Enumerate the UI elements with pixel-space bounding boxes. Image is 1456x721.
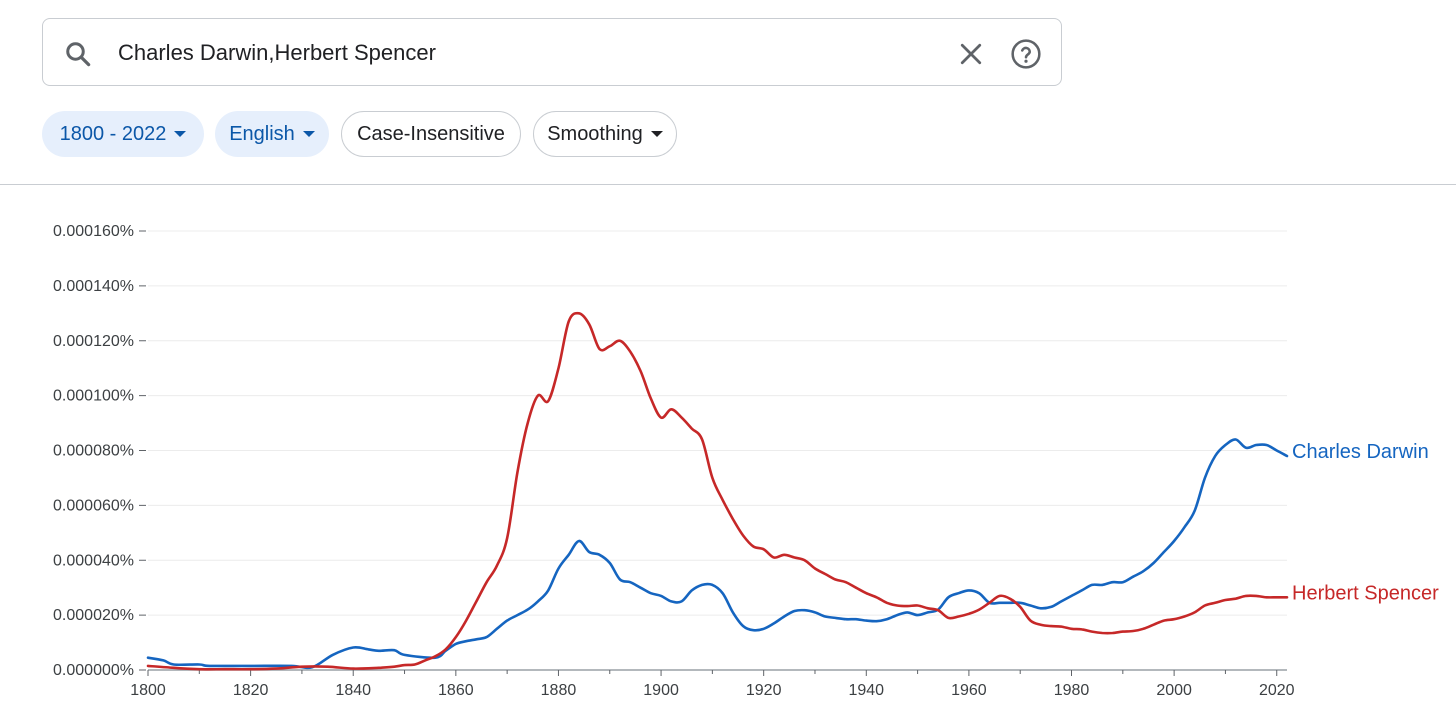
smoothing-label: Smoothing xyxy=(547,122,643,145)
x-tick-label: 1980 xyxy=(1054,682,1090,699)
x-tick-label: 1900 xyxy=(643,682,679,699)
search-box[interactable]: Charles Darwin,Herbert Spencer xyxy=(42,18,1062,86)
case-insensitive-toggle[interactable]: Case-Insensitive xyxy=(341,111,521,157)
caret-down-icon xyxy=(174,131,187,137)
x-tick-label: 1880 xyxy=(541,682,577,699)
x-tick-label: 1940 xyxy=(848,682,884,699)
y-tick-label: 0.000120% xyxy=(53,333,134,350)
x-tick-label: 1960 xyxy=(951,682,987,699)
smoothing-dropdown[interactable]: Smoothing xyxy=(533,111,677,157)
search-icon xyxy=(66,42,91,67)
y-tick-label: 0.000100% xyxy=(53,388,134,405)
x-tick-label: 1800 xyxy=(130,682,166,699)
case-insensitive-label: Case-Insensitive xyxy=(357,122,505,145)
year-range-label: 1800 - 2022 xyxy=(59,122,167,145)
x-tick-label: 1840 xyxy=(335,682,371,699)
caret-down-icon xyxy=(650,131,663,137)
series-line-charles-darwin xyxy=(146,438,1289,670)
search-input[interactable]: Charles Darwin,Herbert Spencer xyxy=(118,40,436,65)
language-dropdown[interactable]: English xyxy=(215,111,329,157)
x-tick-label: 2000 xyxy=(1156,682,1192,699)
x-tick-label: 1860 xyxy=(438,682,474,699)
series-line-herbert-spencer xyxy=(146,311,1289,671)
divider xyxy=(0,184,1456,185)
y-tick-label: 0.000040% xyxy=(53,552,134,569)
caret-down-icon xyxy=(302,131,315,137)
y-tick-label: 0.000160% xyxy=(53,223,134,240)
series-label-herbert-spencer: Herbert Spencer xyxy=(1292,582,1439,604)
x-tick-label: 2020 xyxy=(1259,682,1295,699)
ngram-line-chart: 0.000000% 0.000020% 0.000040% 0.000060% 0.00… xyxy=(53,223,1439,699)
year-range-dropdown[interactable]: 1800 - 2022 xyxy=(42,111,204,157)
y-tick-label: 0.000080% xyxy=(53,443,134,460)
language-label: English xyxy=(229,122,295,145)
series-label-charles-darwin: Charles Darwin xyxy=(1292,441,1429,463)
y-tick-label: 0.000000% xyxy=(53,662,134,679)
y-tick-label: 0.000020% xyxy=(53,607,134,624)
x-tick-label: 1920 xyxy=(746,682,782,699)
x-tick-label: 1820 xyxy=(233,682,269,699)
y-tick-label: 0.000060% xyxy=(53,497,134,514)
y-tick-label: 0.000140% xyxy=(53,278,134,295)
help-icon[interactable] xyxy=(1010,38,1042,70)
close-icon[interactable] xyxy=(956,39,986,69)
